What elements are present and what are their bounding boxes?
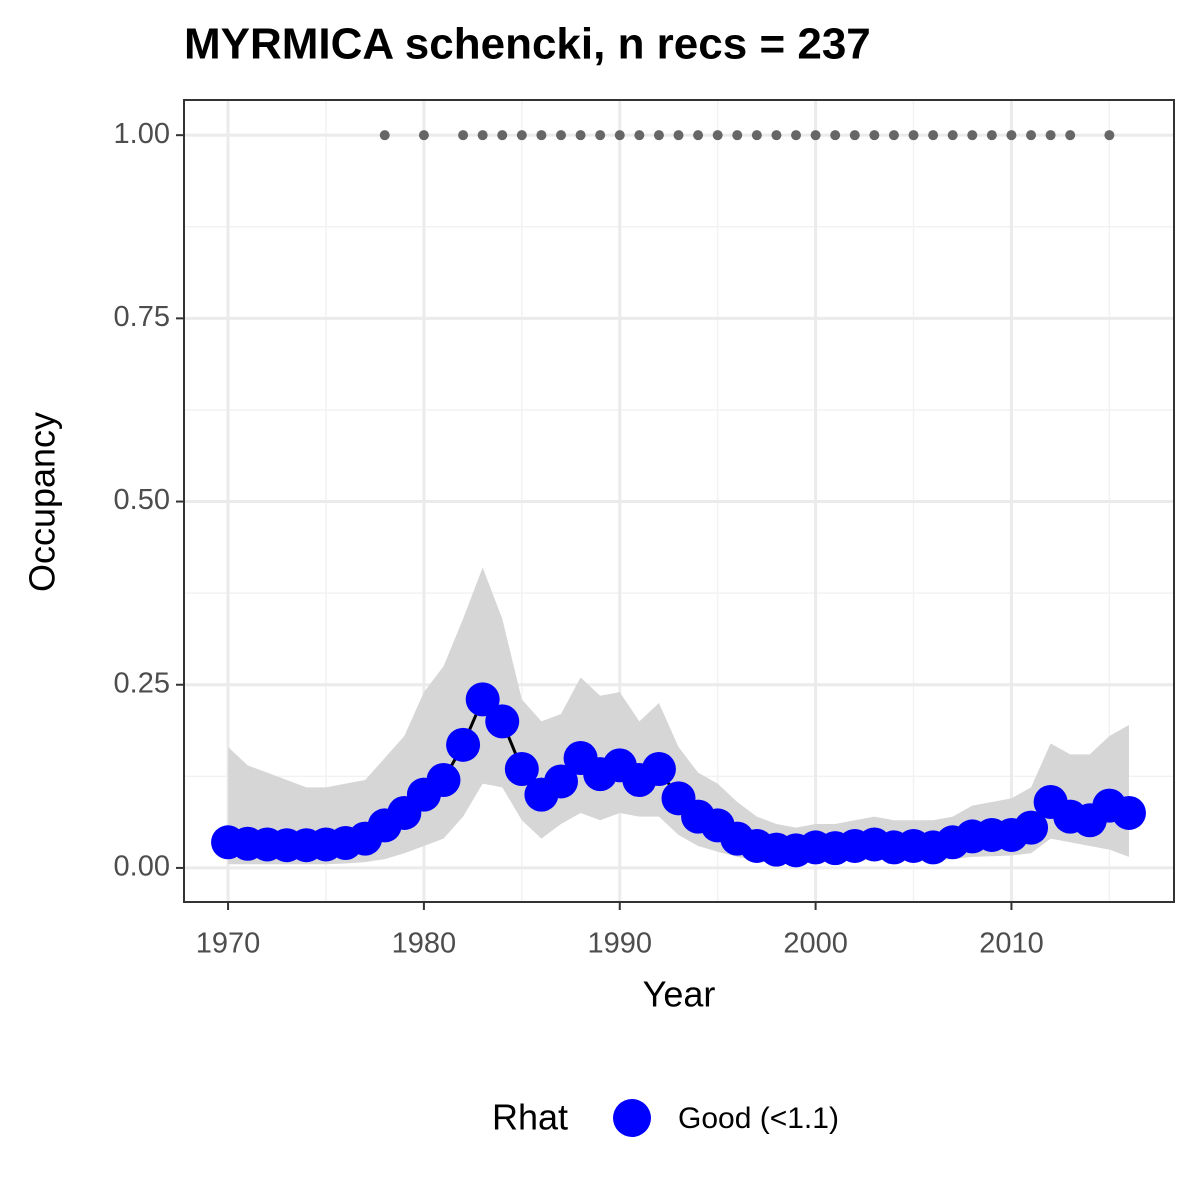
x-tick-label: 2000	[783, 928, 848, 960]
record-point	[1006, 130, 1017, 141]
y-axis-title: Occupancy	[22, 412, 63, 592]
y-tick-label: 0.75	[114, 301, 170, 333]
y-tick-label: 1.00	[114, 118, 170, 150]
record-point	[947, 130, 958, 141]
point	[1014, 810, 1049, 845]
record-point	[653, 130, 664, 141]
record-point	[536, 130, 547, 141]
point	[1111, 795, 1146, 830]
record-point	[791, 130, 802, 141]
point	[544, 764, 579, 799]
y-tick-label: 0.50	[114, 484, 170, 516]
record-point	[869, 130, 880, 141]
record-point	[516, 130, 527, 141]
record-point	[379, 130, 390, 141]
point	[426, 762, 461, 797]
legend-title: Rhat	[492, 1097, 568, 1138]
record-point	[928, 130, 939, 141]
record-point	[497, 130, 508, 141]
record-point	[986, 130, 997, 141]
record-point	[575, 130, 586, 141]
y-tick-label: 0.25	[114, 667, 170, 699]
y-tick-label: 0.00	[114, 851, 170, 883]
record-point	[751, 130, 762, 141]
legend-marker	[613, 1099, 651, 1137]
record-point	[908, 130, 919, 141]
x-axis-title: Year	[643, 974, 716, 1015]
record-point	[477, 130, 488, 141]
point	[641, 752, 676, 787]
record-point	[634, 130, 645, 141]
x-tick-label: 1970	[196, 928, 261, 960]
point	[465, 682, 500, 717]
record-point	[1026, 130, 1037, 141]
record-point	[712, 130, 723, 141]
record-point	[614, 130, 625, 141]
record-point	[967, 130, 978, 141]
record-point	[830, 130, 841, 141]
record-point	[849, 130, 860, 141]
record-point	[810, 130, 821, 141]
legend-label: Good (<1.1)	[678, 1102, 839, 1135]
point	[446, 727, 481, 762]
record-point	[1065, 130, 1076, 141]
point	[504, 752, 539, 787]
record-point	[673, 130, 684, 141]
record-point	[418, 130, 429, 141]
record-point	[1104, 130, 1115, 141]
chart-title: MYRMICA schencki, n recs = 237	[184, 20, 871, 69]
record-point	[732, 130, 743, 141]
record-point	[693, 130, 704, 141]
record-point	[771, 130, 782, 141]
x-tick-label: 1980	[392, 928, 457, 960]
point	[485, 704, 520, 739]
record-point	[458, 130, 469, 141]
x-tick-label: 1990	[587, 928, 652, 960]
x-tick-label: 2010	[979, 928, 1044, 960]
plot-border	[183, 99, 1175, 903]
record-point	[595, 130, 606, 141]
record-point	[556, 130, 567, 141]
record-point	[1045, 130, 1056, 141]
record-point	[888, 130, 899, 141]
